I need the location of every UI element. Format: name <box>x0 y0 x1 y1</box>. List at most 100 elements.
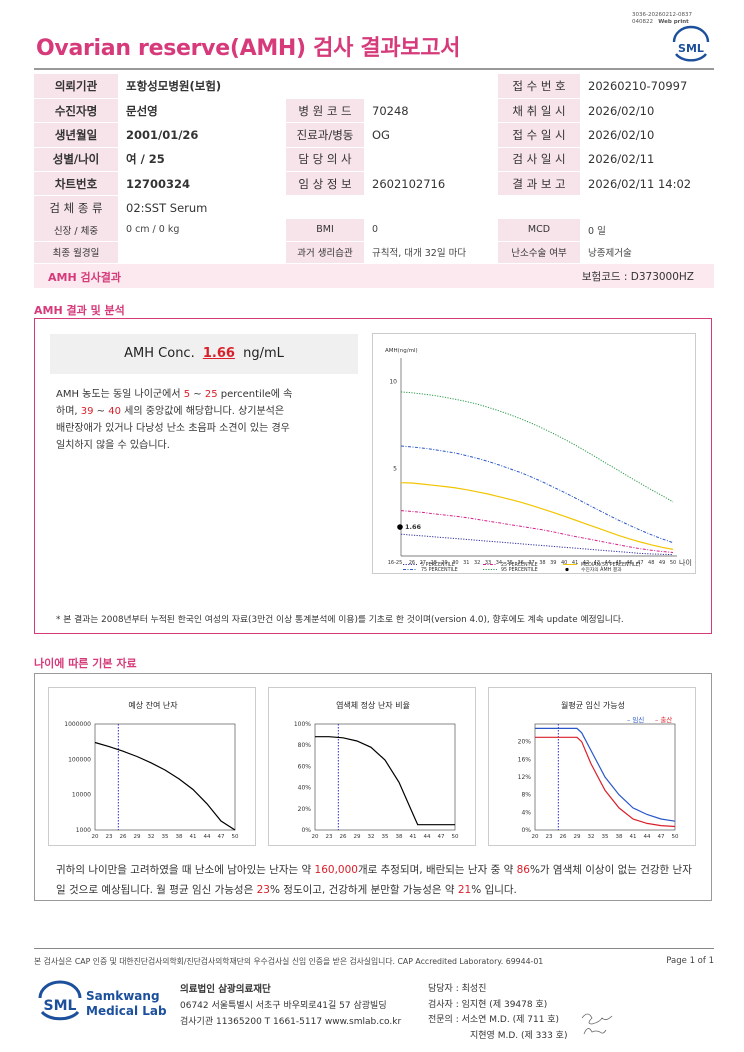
info-label: 최종 월경일 <box>34 241 118 264</box>
staff-info: 담당자 : 최성진 검사자 : 임지현 (제 39478 호) 전문의 : 서소… <box>428 984 568 1041</box>
amh-value-box: AMH Conc. 1.66 ng/mL <box>50 334 358 374</box>
info-label: 채 취 일 시 <box>498 98 580 124</box>
x-tick-label: 44 <box>605 560 611 566</box>
analysis-box <box>34 318 712 634</box>
percentile-line <box>400 445 674 544</box>
info-row: 검 체 종 류 02:SST Serum <box>34 195 714 221</box>
info-row: 차트번호 12700324 임 상 정 보 2602102716 결 과 보 고… <box>34 171 714 197</box>
x-tick-label: 47 <box>637 560 643 566</box>
patient-info-table: 의뢰기관 포항성모병원(보험) 접 수 번 호 20260210-70997 수… <box>34 74 714 221</box>
x-tick-label: 29 <box>574 834 581 840</box>
percentile-line <box>400 391 674 503</box>
plot-frame <box>314 723 456 831</box>
info-label: 검 체 종 류 <box>34 195 118 221</box>
info-label: 임 상 정 보 <box>286 171 364 197</box>
x-tick-label: 46 <box>626 560 632 566</box>
data-line <box>315 736 455 826</box>
info-label: 수진자명 <box>34 98 118 124</box>
svg-text:Medical Lab: Medical Lab <box>86 1004 167 1018</box>
x-tick-label: 44 <box>424 834 431 840</box>
x-tick-label: 44 <box>204 834 211 840</box>
info-value: 02:SST Serum <box>118 195 714 221</box>
x-tick-label: 34 <box>496 560 502 566</box>
x-tick-label: 32 <box>588 834 595 840</box>
x-tick-label: 26 <box>120 834 127 840</box>
x-tick-label: 23 <box>326 834 333 840</box>
info-value: 여 / 25 <box>118 147 286 173</box>
accreditation-note: 본 검사실은 CAP 인증 및 대한진단검사의학회/진단검사의학재단의 우수검사… <box>34 957 544 966</box>
chart-title: 예상 잔여 난자 <box>128 700 178 710</box>
y-tick-label: 20% <box>298 806 312 813</box>
patient-point <box>397 524 403 530</box>
y-tick-label: 1000000 <box>64 721 91 728</box>
y-tick-label: 4% <box>521 809 531 816</box>
info-row: 성별/나이 여 / 25 담 당 의 사 검 사 일 시 2026/02/11 <box>34 147 714 173</box>
y-tick-label: 60% <box>298 763 312 770</box>
info-row: 생년월일 2001/01/26 진료과/병동 OG 접 수 일 시 2026/0… <box>34 122 714 148</box>
info-label: 검 사 일 시 <box>498 147 580 173</box>
x-tick-label: 47 <box>658 834 665 840</box>
x-tick-label: 28 <box>430 560 436 566</box>
y-tick-label: 40% <box>298 785 312 792</box>
x-tick-label: 26 <box>340 834 347 840</box>
data-line <box>94 741 236 831</box>
legend-label: 5 PERCENTILE <box>421 562 455 568</box>
x-tick-label: 44 <box>644 834 651 840</box>
info-value: 70248 <box>364 98 498 124</box>
info-label: 과거 생리습관 <box>286 241 364 264</box>
x-tick-label: 37 <box>528 560 534 566</box>
info-row: 의뢰기관 포항성모병원(보험) 접 수 번 호 20260210-70997 <box>34 74 714 99</box>
x-tick-label: 40 <box>561 560 567 566</box>
info-value: 2001/01/26 <box>118 122 286 148</box>
info-label: BMI <box>286 219 364 242</box>
x-tick-label: 35 <box>382 834 389 840</box>
x-tick-label: 32 <box>148 834 155 840</box>
y-tick-label: 0% <box>521 827 531 834</box>
x-tick-label: 35 <box>162 834 169 840</box>
x-tick-label: 32 <box>368 834 375 840</box>
data-note: * 본 결과는 2008년부터 누적된 한국인 여성의 자료(3만건 이상 통계… <box>56 615 624 625</box>
insurance-code: 보험코드 : D373000HZ <box>581 271 694 283</box>
y-tick-label: 12% <box>518 774 532 781</box>
info-label: 담 당 의 사 <box>286 147 364 173</box>
info-value: 규칙적, 대개 32일 마다 <box>364 241 498 264</box>
x-tick-label: 29 <box>134 834 141 840</box>
legend-label: 25 PERCENTILE <box>501 562 538 568</box>
x-tick-label: 41 <box>190 834 197 840</box>
info-value: 포항성모병원(보험) <box>118 74 498 99</box>
legend-label: – 출산 <box>655 715 672 724</box>
x-tick-label: 38 <box>616 834 623 840</box>
x-tick-label: 38 <box>396 834 403 840</box>
y-tick-label: 0% <box>301 827 311 834</box>
amh-label: AMH Conc. <box>124 346 195 361</box>
percentile-line <box>400 482 674 550</box>
report-title: Ovarian reserve(AMH) 검사 결과보고서 <box>36 36 461 61</box>
y-tick-label: 20% <box>518 739 532 746</box>
x-tick-label: 45 <box>615 560 621 566</box>
x-tick-label: 43 <box>594 560 600 566</box>
info-value <box>118 241 286 264</box>
amh-description: AMH 농도는 동일 나이군에서 5 ~ 25 percentile에 속하며,… <box>56 389 293 451</box>
info-value: 2602102716 <box>364 171 498 197</box>
info-label: 성별/나이 <box>34 147 118 173</box>
clinical-info-table: 신장 / 체중 0 cm / 0 kg BMI 0 MCD 0 일 최종 월경일… <box>34 219 714 264</box>
amh-percentile-svg: AMH(ng/ml) 5 10 16-25 26 27 28 29 30 31 32 33 34 35 36… <box>385 348 692 573</box>
info-value: 20260210-70997 <box>580 74 714 99</box>
signature-icon <box>581 1013 613 1035</box>
x-tick-label: 20 <box>92 834 99 840</box>
x-tick-label: 42 <box>583 560 589 566</box>
info-value: OG <box>364 122 498 148</box>
svg-text:SML: SML <box>678 42 704 55</box>
x-tick-label: 38 <box>539 560 545 566</box>
x-tick-label: 50 <box>452 834 459 840</box>
x-tick-label: 36 <box>517 560 523 566</box>
x-axis-label: 나이 <box>679 558 692 567</box>
info-value: 낭종제거술 <box>580 241 714 264</box>
pregnancy-chance-chart: 월평균 임신 가능성 0% 4% 8% 12% 16% 20% 20 23 26 29 32 35 38 4… <box>488 687 696 846</box>
x-tick-label: 35 <box>507 560 513 566</box>
legend-label: 75 PERCENTILE <box>421 567 458 573</box>
page-number: Page 1 of 1 <box>666 956 714 966</box>
x-tick-label: 29 <box>441 560 447 566</box>
info-label: 결 과 보 고 <box>498 171 580 197</box>
x-tick-label: 27 <box>420 560 426 566</box>
